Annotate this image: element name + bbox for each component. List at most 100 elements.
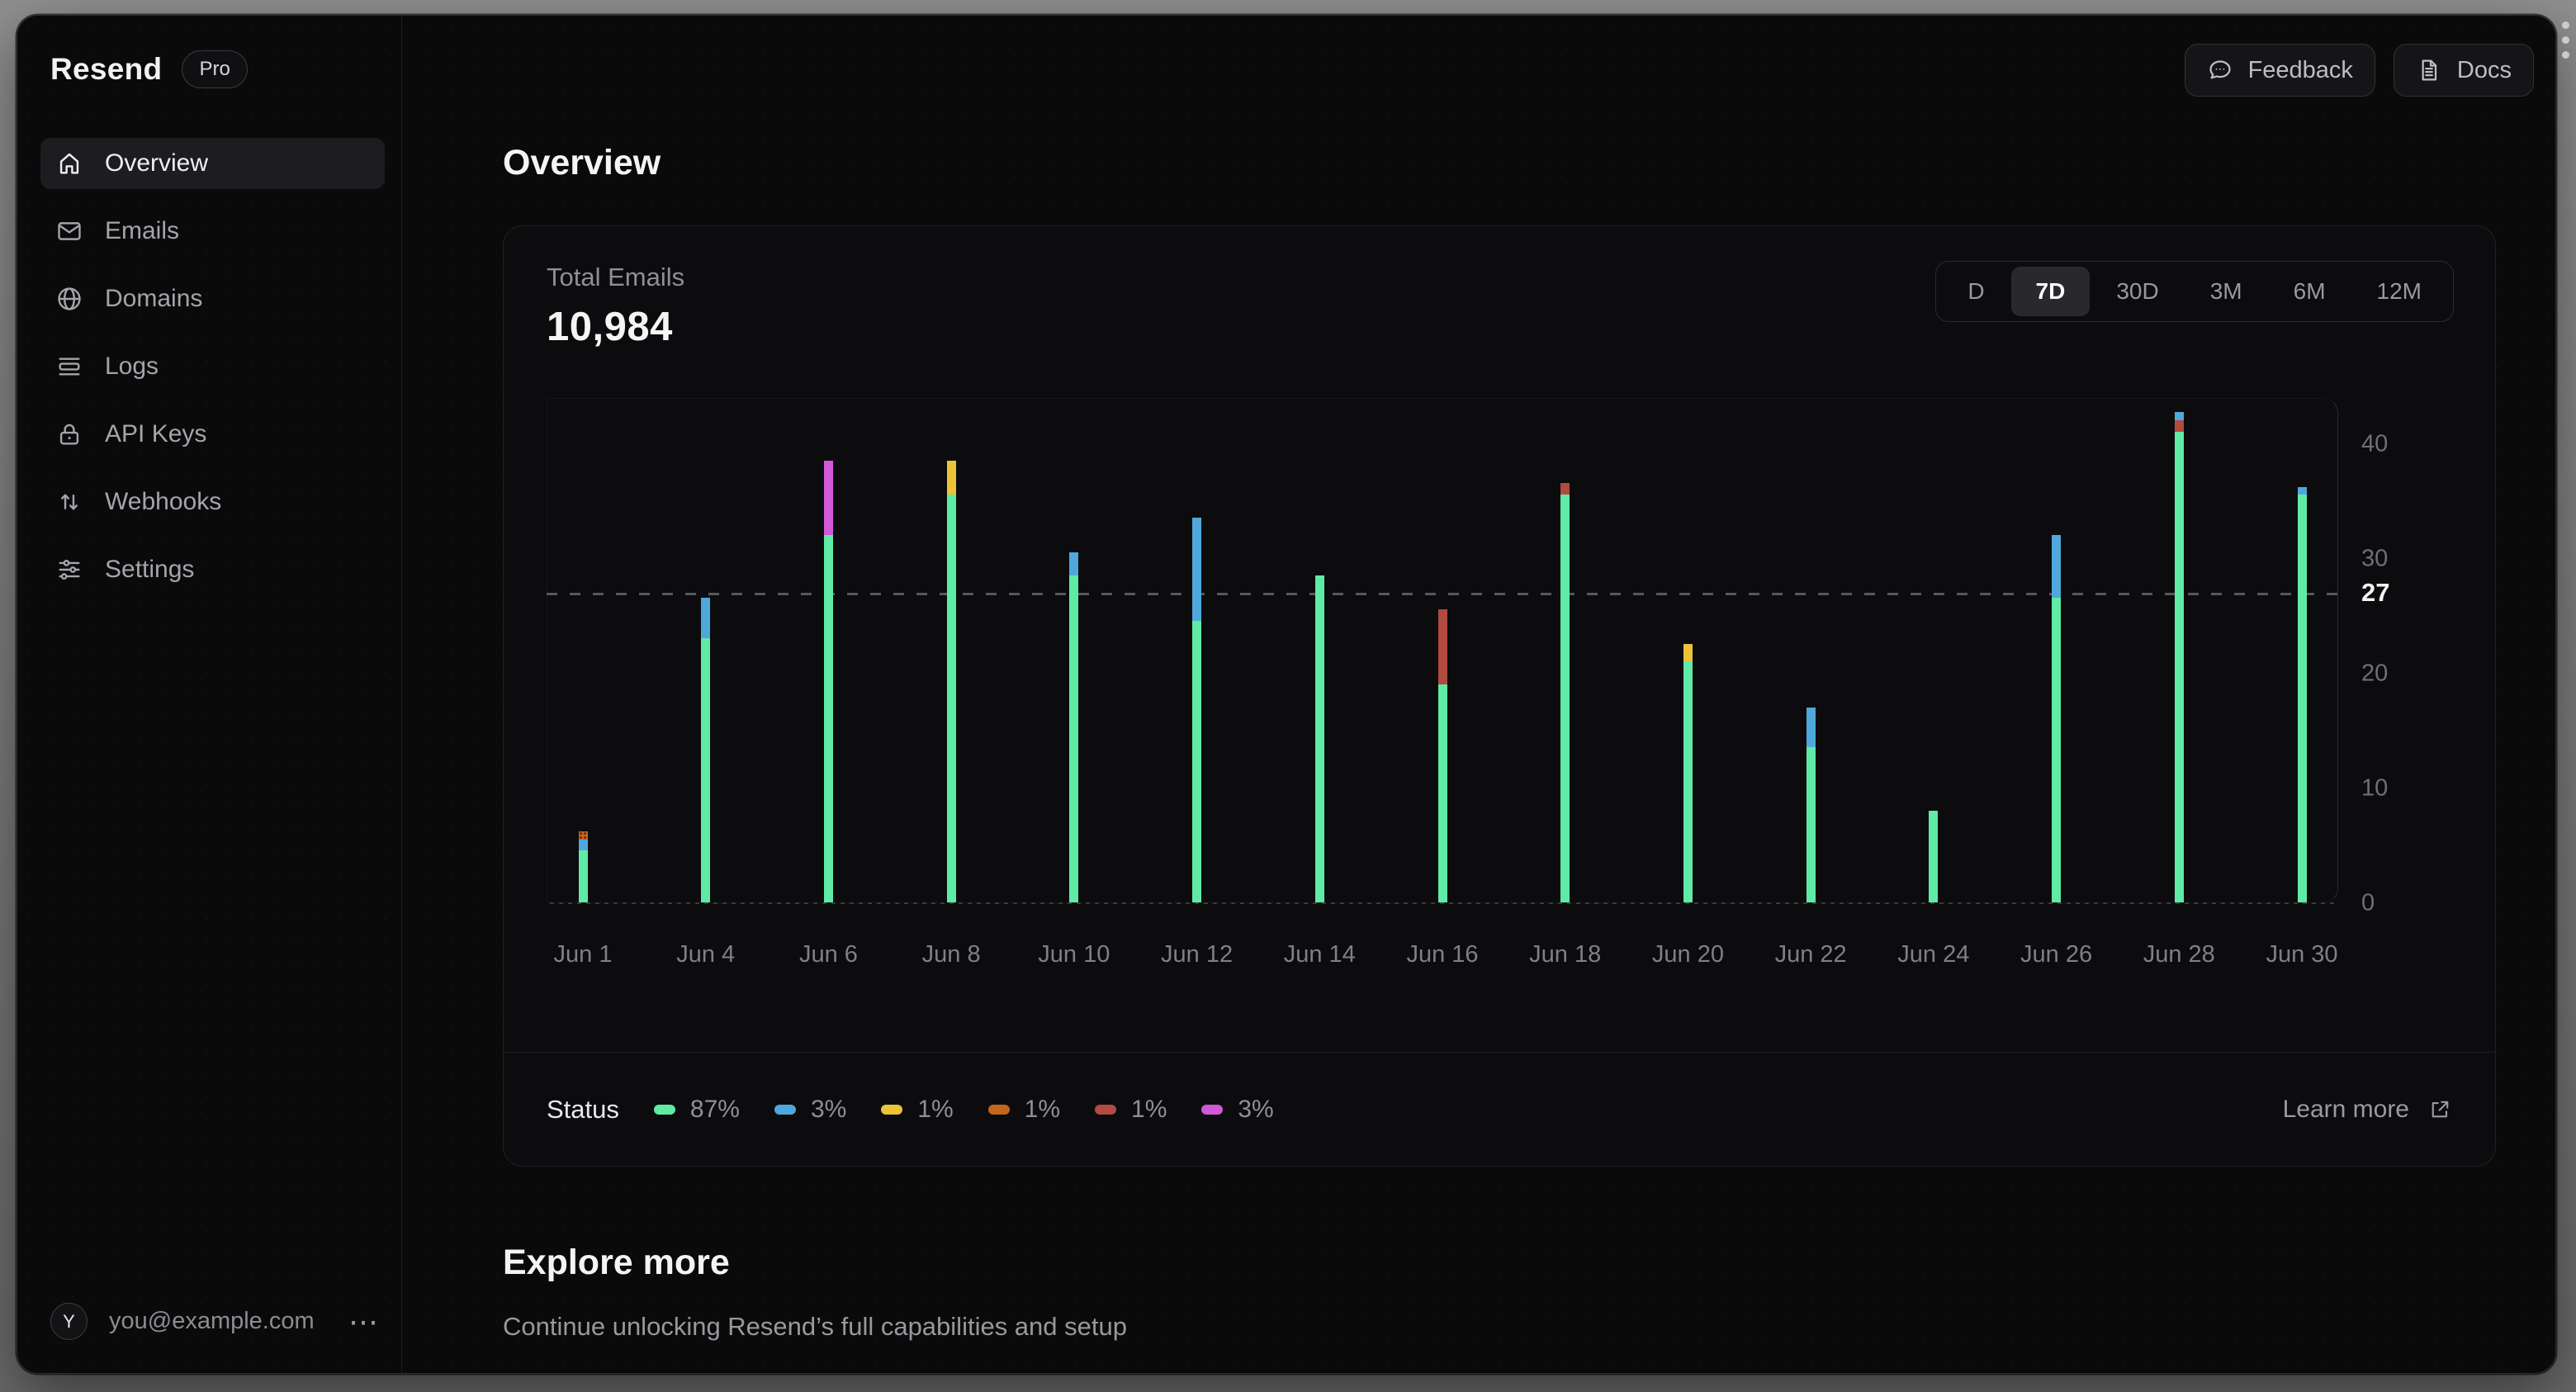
bar-segment-blue [1069, 552, 1079, 575]
y-tick-label: 10 [2361, 774, 2389, 802]
globe-icon [55, 285, 83, 313]
sidebar-item-domains[interactable]: Domains [40, 273, 385, 324]
bar-segment-yellow [946, 460, 956, 495]
chart-bar-jun-18[interactable] [1560, 483, 1570, 902]
bar-segment-yellow [1683, 644, 1693, 661]
x-tick-label: Jun 4 [676, 941, 736, 968]
x-tick-label: Jun 30 [2266, 941, 2338, 968]
docs-button[interactable]: Docs [2393, 44, 2534, 97]
feedback-button[interactable]: Feedback [2184, 44, 2375, 97]
legend-item-5: 3% [1201, 1096, 1274, 1124]
chart-plot [547, 398, 2338, 904]
range-option-6m[interactable]: 6M [2293, 278, 2326, 304]
bar-segment-blue [701, 598, 711, 639]
legend-title: Status [547, 1094, 619, 1124]
arrows-up-down-icon [55, 488, 83, 516]
legend-percentage: 1% [1024, 1095, 1061, 1123]
sidebar-item-logs[interactable]: Logs [40, 341, 385, 392]
chart-bar-jun-20[interactable] [1683, 644, 1693, 902]
user-menu[interactable]: Y you@example.com ⋯ [50, 1303, 380, 1340]
bar-segment-green [2297, 495, 2307, 902]
bar-segment-magenta [823, 460, 833, 535]
range-option-7d[interactable]: 7D [2010, 267, 2091, 316]
legend-swatch [1201, 1104, 1224, 1115]
range-option-3m[interactable]: 3M [2209, 278, 2242, 304]
chart-bar-jun-26[interactable] [2052, 534, 2062, 902]
emails-chart: 0 10 20 30 40 27 Jun 1 Jun 4 Jun 6 Jun 8 Jun 10 Ju… [547, 398, 2462, 992]
y-tick-label: 30 [2361, 545, 2389, 572]
range-option-12m[interactable]: 12M [2376, 278, 2422, 304]
metric-value: 10,984 [547, 305, 673, 349]
speech-bubble-icon [2207, 57, 2233, 83]
legend-item-0: 87% [653, 1096, 740, 1124]
sidebar-item-emails[interactable]: Emails [40, 206, 385, 257]
x-tick-label: Jun 18 [1529, 941, 1602, 968]
time-range-selector: D 7D 30D 3M 6M 12M [1935, 261, 2454, 322]
bar-segment-red [1437, 609, 1447, 684]
chart-bar-jun-30[interactable] [2297, 486, 2307, 902]
x-tick-label: Jun 14 [1283, 941, 1356, 968]
chart-bar-jun-22[interactable] [1806, 707, 1816, 902]
sidebar-item-api-keys[interactable]: API Keys [40, 409, 385, 460]
chart-bar-jun-28[interactable] [2174, 412, 2184, 902]
legend-percentage: 1% [1131, 1095, 1167, 1123]
plan-badge: Pro [182, 50, 248, 88]
x-tick-label: Jun 28 [2143, 941, 2215, 968]
total-emails-card: Total Emails 10,984 D 7D 30D 3M 6M 12M 0 10 20 3… [503, 225, 2496, 1167]
learn-more-link[interactable]: Learn more [2283, 1096, 2452, 1124]
more-options-icon[interactable]: ⋯ [348, 1304, 380, 1338]
x-tick-label: Jun 26 [2020, 941, 2093, 968]
app-logo: Resend [50, 52, 163, 86]
chart-bar-jun-1[interactable] [578, 831, 588, 902]
bar-segment-green [578, 850, 588, 902]
chart-bar-jun-16[interactable] [1437, 609, 1447, 902]
sidebar: Resend Pro Overview Emails Domains Logs API … [17, 16, 402, 1373]
range-option-30d[interactable]: 30D [2116, 278, 2159, 304]
chart-bar-jun-24[interactable] [1929, 810, 1939, 902]
sidebar-item-overview[interactable]: Overview [40, 138, 385, 189]
chart-bar-jun-12[interactable] [1192, 518, 1202, 902]
chart-bar-jun-10[interactable] [1069, 552, 1079, 902]
x-tick-label: Jun 16 [1406, 941, 1479, 968]
x-tick-label: Jun 10 [1038, 941, 1110, 968]
feedback-button-label: Feedback [2247, 56, 2353, 83]
legend-swatch [987, 1104, 1010, 1115]
lock-icon [55, 420, 83, 448]
bar-segment-green [1929, 810, 1939, 902]
legend-items: Status 87% 3% 1% 1% 1% 3% [547, 1095, 1274, 1124]
bar-segment-blue [2297, 486, 2307, 495]
bar-segment-blue [1806, 707, 1816, 748]
mail-icon [55, 217, 83, 245]
sidebar-item-label: Domains [105, 285, 203, 312]
sidebar-item-settings[interactable]: Settings [40, 544, 385, 595]
bar-segment-green [2174, 431, 2184, 902]
document-icon [2416, 57, 2442, 83]
chart-bar-jun-8[interactable] [946, 460, 956, 902]
x-tick-label: Jun 1 [553, 941, 613, 968]
range-option-d[interactable]: D [1968, 278, 1985, 304]
legend-swatch [881, 1104, 903, 1115]
chart-bar-jun-14[interactable] [1314, 575, 1324, 902]
logo-row: Resend Pro [50, 50, 381, 88]
bar-segment-green [2052, 598, 2062, 902]
sidebar-item-label: Emails [105, 217, 180, 244]
learn-more-label: Learn more [2282, 1095, 2409, 1123]
legend-percentage: 1% [917, 1095, 954, 1123]
legend-swatch [1095, 1104, 1117, 1115]
chart-bar-jun-4[interactable] [701, 598, 711, 902]
bar-segment-blue [2052, 534, 2062, 599]
sidebar-item-label: API Keys [105, 420, 207, 447]
chart-bar-jun-6[interactable] [823, 460, 833, 902]
sidebar-item-webhooks[interactable]: Webhooks [40, 476, 385, 528]
bar-segment-blue [1192, 518, 1202, 622]
x-axis-line [550, 902, 2335, 904]
explore-section: Explore more Continue unlocking Resend’s… [503, 1243, 2496, 1342]
app-window: Resend Pro Overview Emails Domains Logs API … [17, 15, 2556, 1374]
metric-block: Total Emails 10,984 [547, 263, 684, 350]
x-tick-label: Jun 24 [1897, 941, 1970, 968]
sidebar-item-label: Logs [105, 353, 159, 380]
average-line [547, 593, 2338, 596]
y-tick-label: 0 [2361, 889, 2375, 916]
user-email: you@example.com [109, 1308, 315, 1334]
legend-item-3: 1% [987, 1095, 1061, 1124]
